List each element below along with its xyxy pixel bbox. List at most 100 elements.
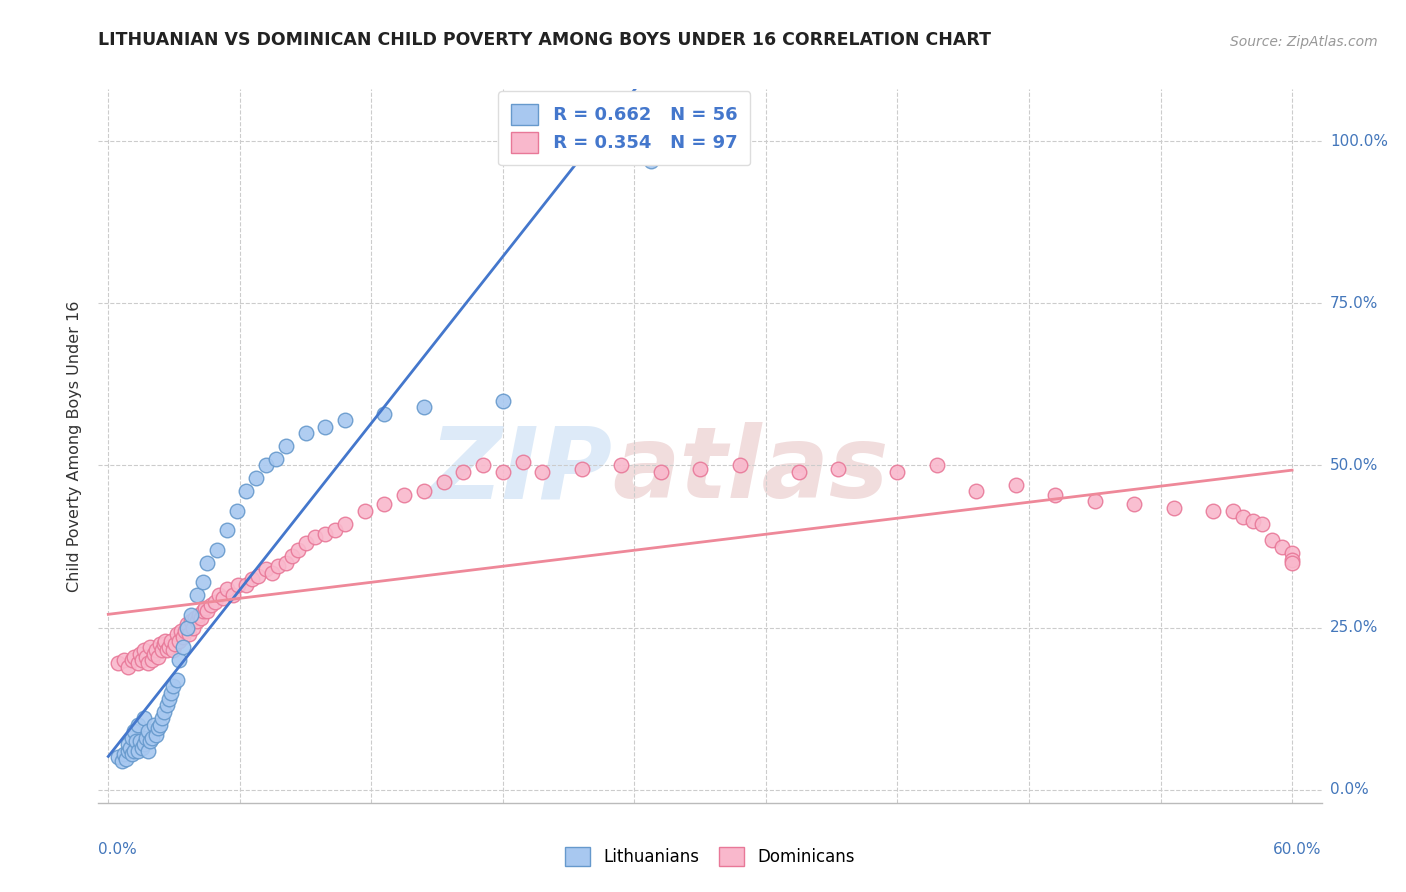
Point <box>353 504 375 518</box>
Point <box>254 458 277 473</box>
Point <box>184 611 207 625</box>
Point <box>162 643 184 657</box>
Point <box>150 643 173 657</box>
Point <box>925 458 948 473</box>
Point <box>191 575 214 590</box>
Text: LITHUANIAN VS DOMINICAN CHILD POVERTY AMONG BOYS UNDER 16 CORRELATION CHART: LITHUANIAN VS DOMINICAN CHILD POVERTY AM… <box>98 31 991 49</box>
Point <box>172 640 194 654</box>
Point <box>827 461 849 475</box>
Point <box>314 419 336 434</box>
Point <box>152 637 174 651</box>
Point <box>186 588 208 602</box>
Point <box>1281 556 1303 570</box>
Point <box>160 633 183 648</box>
Point <box>650 465 672 479</box>
Point <box>117 738 139 752</box>
Text: 60.0%: 60.0% <box>1274 842 1322 856</box>
Point <box>413 400 436 414</box>
Point <box>127 744 149 758</box>
Point <box>132 643 155 657</box>
Point <box>610 458 633 473</box>
Point <box>180 607 202 622</box>
Point <box>886 465 908 479</box>
Point <box>274 556 297 570</box>
Point <box>141 731 163 745</box>
Point <box>112 653 135 667</box>
Point <box>512 455 534 469</box>
Point <box>117 744 139 758</box>
Point <box>132 738 155 752</box>
Point <box>1045 488 1067 502</box>
Point <box>208 588 231 602</box>
Text: atlas: atlas <box>612 423 889 519</box>
Point <box>186 614 208 628</box>
Point <box>194 601 217 615</box>
Point <box>136 744 159 758</box>
Point <box>531 465 554 479</box>
Point <box>373 407 395 421</box>
Point <box>155 633 177 648</box>
Legend: Lithuanians, Dominicans: Lithuanians, Dominicans <box>558 840 862 873</box>
Point <box>152 705 174 719</box>
Text: Source: ZipAtlas.com: Source: ZipAtlas.com <box>1230 35 1378 49</box>
Point <box>215 524 238 538</box>
Text: 0.0%: 0.0% <box>1330 782 1368 797</box>
Point <box>146 721 169 735</box>
Point <box>392 488 416 502</box>
Point <box>149 718 172 732</box>
Point <box>135 649 157 664</box>
Point <box>294 536 316 550</box>
Point <box>174 624 197 638</box>
Point <box>146 649 169 664</box>
Point <box>128 647 150 661</box>
Text: 50.0%: 50.0% <box>1330 458 1378 473</box>
Point <box>121 747 143 761</box>
Point <box>145 728 167 742</box>
Point <box>172 631 194 645</box>
Point <box>195 604 218 618</box>
Point <box>121 731 143 745</box>
Text: 0.0%: 0.0% <box>98 842 138 856</box>
Point <box>228 578 250 592</box>
Point <box>190 611 212 625</box>
Point <box>166 627 188 641</box>
Point <box>287 542 309 557</box>
Point <box>689 461 711 475</box>
Point <box>204 595 226 609</box>
Point <box>247 568 270 582</box>
Point <box>373 497 395 511</box>
Point <box>112 747 135 761</box>
Point <box>1241 514 1264 528</box>
Point <box>267 559 290 574</box>
Point <box>200 598 222 612</box>
Point <box>159 640 181 654</box>
Point <box>281 549 304 564</box>
Point <box>117 659 139 673</box>
Point <box>179 627 201 641</box>
Point <box>304 530 326 544</box>
Point <box>156 643 179 657</box>
Text: ZIP: ZIP <box>429 423 612 519</box>
Point <box>260 566 283 580</box>
Point <box>728 458 751 473</box>
Point <box>125 734 148 748</box>
Point <box>111 754 134 768</box>
Point <box>1163 500 1185 515</box>
Point <box>160 685 183 699</box>
Point <box>191 604 214 618</box>
Point <box>138 734 160 748</box>
Point <box>433 475 456 489</box>
Point <box>128 734 150 748</box>
Text: 25.0%: 25.0% <box>1330 620 1378 635</box>
Text: 100.0%: 100.0% <box>1330 134 1388 149</box>
Point <box>181 621 204 635</box>
Point <box>472 458 495 473</box>
Point <box>492 393 515 408</box>
Point <box>211 591 233 606</box>
Point <box>169 653 191 667</box>
Point <box>176 617 198 632</box>
Point <box>162 679 184 693</box>
Point <box>132 711 155 725</box>
Point <box>323 524 346 538</box>
Point <box>131 740 153 755</box>
